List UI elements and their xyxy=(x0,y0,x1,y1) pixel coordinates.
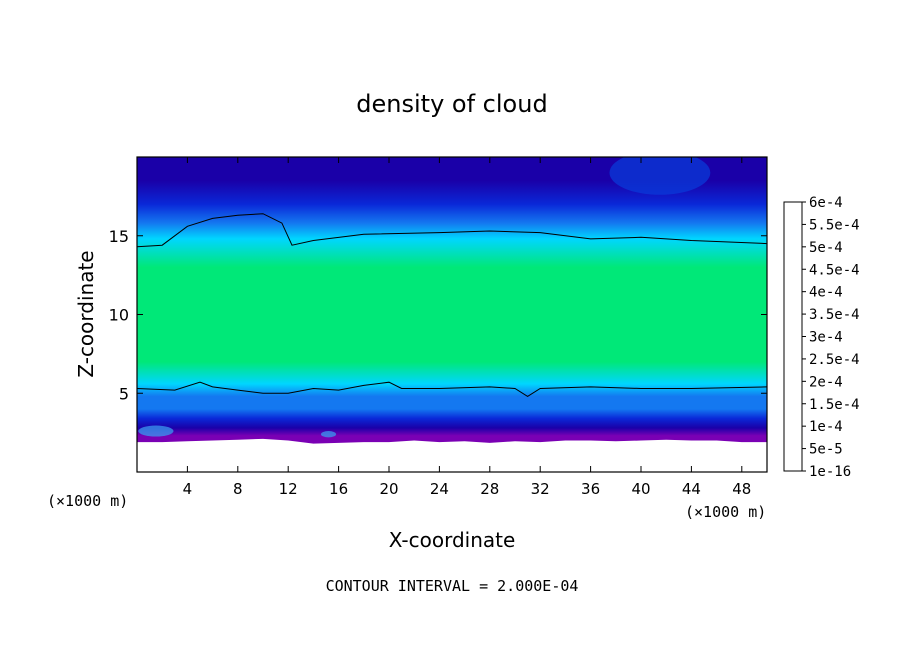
x-tick-label: 28 xyxy=(480,480,499,498)
colorbar-label: 1.5e-4 xyxy=(809,397,860,413)
field-feature xyxy=(138,425,174,437)
y-tick-label: 5 xyxy=(119,384,129,403)
x-tick-label: 44 xyxy=(682,480,701,498)
colorbar-label: 3.5e-4 xyxy=(809,307,860,323)
y-axis-label: Z-coordinate xyxy=(74,250,98,377)
colorbar-label: 1e-4 xyxy=(809,419,843,435)
plot-area xyxy=(137,157,767,472)
x-unit-left: (×1000 m) xyxy=(47,492,128,510)
x-tick-label: 20 xyxy=(379,480,398,498)
colorbar-label: 5e-4 xyxy=(809,240,843,256)
colorbar-label: 5e-5 xyxy=(809,442,843,458)
x-unit-right: (×1000 m) xyxy=(685,503,766,521)
colorbar-label: 4e-4 xyxy=(809,285,843,301)
y-tick-label: 10 xyxy=(109,306,129,325)
colorbar-frame xyxy=(783,201,803,472)
contour-interval-note: CONTOUR INTERVAL = 2.000E-04 xyxy=(326,577,579,595)
field-feature xyxy=(320,431,337,438)
colorbar-label: 6e-4 xyxy=(809,195,843,211)
contour-line xyxy=(137,381,767,397)
x-tick-label: 4 xyxy=(183,480,193,498)
x-tick-label: 8 xyxy=(233,480,243,498)
contour-line xyxy=(137,213,767,248)
x-tick-label: 16 xyxy=(329,480,348,498)
x-tick-label: 12 xyxy=(279,480,298,498)
colorbar-label: 2.5e-4 xyxy=(809,352,860,368)
x-tick-label: 32 xyxy=(531,480,550,498)
colorbar-label: 4.5e-4 xyxy=(809,262,860,278)
x-tick-label: 24 xyxy=(430,480,449,498)
ground-mask xyxy=(137,438,767,472)
field-feature xyxy=(609,157,711,195)
x-tick-label: 40 xyxy=(631,480,650,498)
colorbar: 1e-16 5e-5 1e-4 1.5e-4 2e-4 2.5e-4 3e-4 3.5e-4 4… xyxy=(783,195,860,480)
x-axis-label: X-coordinate xyxy=(389,528,516,552)
y-tick-label: 15 xyxy=(109,227,129,246)
colorbar-label: 2e-4 xyxy=(809,374,843,390)
colorbar-label: 3e-4 xyxy=(809,330,843,346)
density-field xyxy=(137,157,767,472)
chart-title: density of cloud xyxy=(356,90,547,118)
x-tick-label: 36 xyxy=(581,480,600,498)
colorbar-label: 5.5e-4 xyxy=(809,217,860,233)
colorbar-label: 1e-16 xyxy=(809,464,851,480)
x-tick-label: 48 xyxy=(732,480,751,498)
